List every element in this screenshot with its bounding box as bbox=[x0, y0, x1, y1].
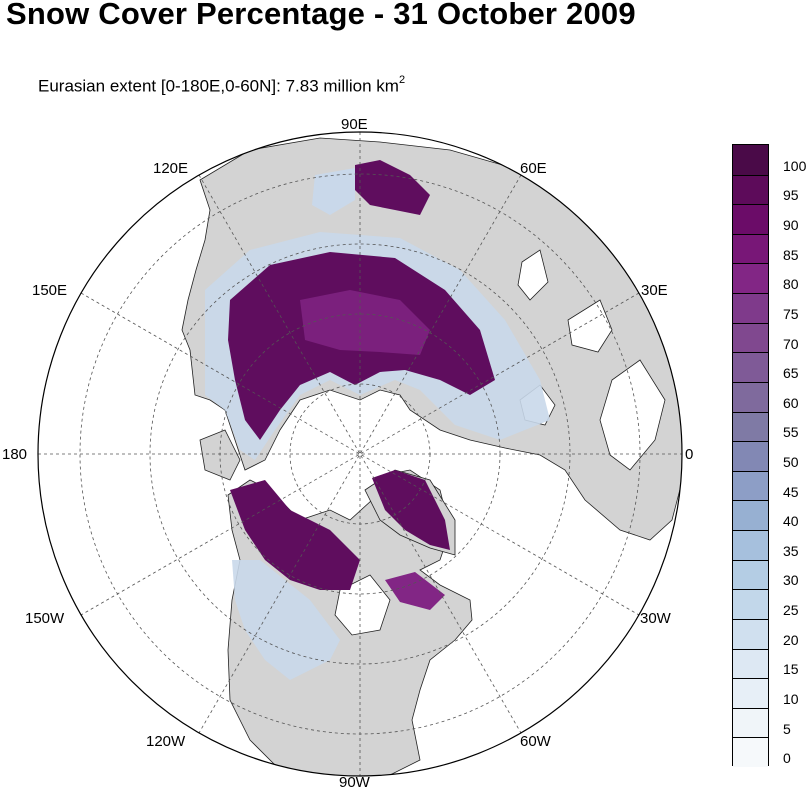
snow-na-dense bbox=[230, 480, 360, 590]
map-border bbox=[37, 131, 683, 777]
colorbar-label: 55 bbox=[783, 424, 799, 441]
colorbar-label: 45 bbox=[783, 483, 799, 500]
lon-label-60w: 60W bbox=[520, 733, 551, 750]
lon-label-90w: 90W bbox=[339, 774, 370, 791]
colorbar-swatch bbox=[733, 233, 768, 264]
colorbar-swatch bbox=[733, 204, 768, 234]
lon-label-150e: 150E bbox=[32, 282, 68, 299]
lon-label-90e: 90E bbox=[341, 116, 368, 133]
colorbar-swatch bbox=[733, 618, 768, 649]
colorbar-label: 25 bbox=[783, 602, 799, 619]
colorbar-label: 30 bbox=[783, 572, 799, 589]
colorbar-swatch bbox=[733, 322, 768, 353]
snow-tibet bbox=[355, 160, 430, 215]
colorbar-swatch bbox=[733, 530, 768, 560]
lon-label-0: 0 bbox=[685, 446, 694, 463]
colorbar-label: 70 bbox=[783, 335, 799, 352]
colorbar-swatch bbox=[733, 411, 768, 442]
colorbar-label: 5 bbox=[783, 720, 791, 737]
lon-label-30e: 30E bbox=[641, 282, 668, 299]
colorbar-label: 15 bbox=[783, 661, 799, 678]
colorbar-swatch bbox=[733, 263, 768, 294]
colorbar-label: 10 bbox=[783, 690, 799, 707]
colorbar-swatch bbox=[733, 174, 768, 205]
caspian-sea bbox=[517, 249, 549, 301]
colorbar-label: 40 bbox=[783, 513, 799, 530]
snow-na-light bbox=[232, 560, 340, 680]
lon-label-150w: 150W bbox=[25, 610, 65, 627]
colorbar-swatch bbox=[733, 678, 768, 708]
mediterranean bbox=[599, 359, 666, 471]
colorbar-label: 75 bbox=[783, 305, 799, 322]
subtitle-superscript: 2 bbox=[398, 74, 406, 86]
colorbar-swatch bbox=[733, 145, 768, 175]
colorbar-label: 80 bbox=[783, 276, 799, 293]
snow-eurasia-mid bbox=[300, 290, 430, 355]
colorbar-swatch bbox=[733, 352, 768, 382]
colorbar-swatch bbox=[733, 470, 768, 501]
colorbar-swatch bbox=[733, 707, 768, 738]
colorbar-label: 95 bbox=[783, 187, 799, 204]
colorbar-label: 50 bbox=[783, 454, 799, 470]
colorbar-label: 60 bbox=[783, 394, 799, 411]
colorbar-label: 0 bbox=[783, 750, 791, 767]
lon-label-180: 180 bbox=[2, 446, 28, 463]
colorbar-label: 100 bbox=[783, 157, 807, 174]
meridians bbox=[38, 132, 682, 776]
colorbar-swatch bbox=[733, 441, 768, 471]
colorbar-label: 35 bbox=[783, 542, 799, 559]
black-sea bbox=[567, 299, 613, 353]
map-title: Snow Cover Percentage - 31 October 2009 bbox=[6, 0, 636, 31]
colorbar-swatch bbox=[733, 293, 768, 323]
colorbar-label: 85 bbox=[783, 246, 799, 263]
colorbar-label: 20 bbox=[783, 631, 799, 648]
lon-label-120e: 120E bbox=[153, 160, 189, 177]
colorbar bbox=[732, 144, 769, 767]
lon-label-60e: 60E bbox=[520, 160, 547, 177]
map-subtitle: Eurasian extent [0-180E,0-60N]: 7.83 mil… bbox=[38, 74, 406, 97]
lon-label-120w: 120W bbox=[146, 733, 186, 750]
colorbar-swatch bbox=[733, 737, 768, 767]
colorbar-swatch bbox=[733, 589, 768, 619]
colorbar-swatch bbox=[733, 500, 768, 531]
lon-label-30w: 30W bbox=[640, 610, 671, 627]
snow-labrador bbox=[385, 572, 445, 610]
colorbar-label: 90 bbox=[783, 217, 799, 234]
colorbar-swatch bbox=[733, 381, 768, 412]
colorbar-swatch bbox=[733, 559, 768, 590]
colorbar-label: 65 bbox=[783, 365, 799, 382]
colorbar-swatch bbox=[733, 648, 768, 679]
snow-tibet-light bbox=[312, 168, 355, 215]
snow-greenland bbox=[372, 470, 450, 550]
subtitle-text: Eurasian extent [0-180E,0-60N]: 7.83 mil… bbox=[38, 76, 399, 96]
